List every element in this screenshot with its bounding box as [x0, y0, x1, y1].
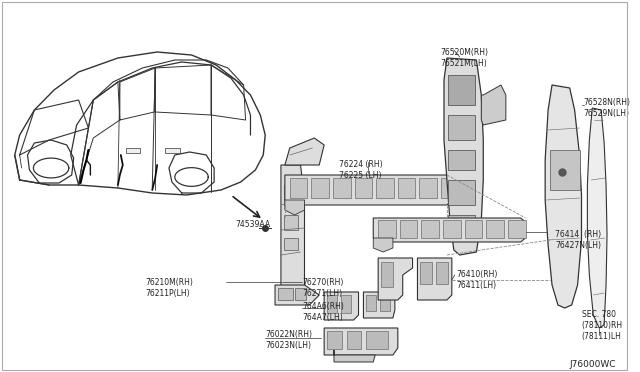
Bar	[400, 220, 417, 238]
Bar	[294, 288, 307, 300]
Bar	[378, 220, 396, 238]
Polygon shape	[588, 108, 607, 328]
Bar	[327, 295, 337, 313]
Bar	[376, 178, 394, 198]
Bar	[380, 295, 390, 311]
Bar	[284, 238, 298, 250]
Bar	[465, 220, 483, 238]
Bar	[448, 115, 476, 140]
Bar	[125, 148, 140, 153]
Bar	[448, 150, 476, 170]
Bar	[550, 150, 580, 190]
Bar	[448, 215, 476, 235]
Bar	[486, 220, 504, 238]
Bar	[290, 178, 307, 198]
Text: 76270(RH)
76271(LH): 76270(RH) 76271(LH)	[303, 278, 344, 298]
Bar	[398, 178, 415, 198]
Bar	[508, 220, 525, 238]
Text: 76414  (RH)
76427N(LH): 76414 (RH) 76427N(LH)	[555, 230, 601, 250]
Polygon shape	[285, 200, 305, 215]
Bar	[448, 180, 476, 205]
Bar	[366, 331, 388, 349]
Bar	[278, 288, 292, 300]
Bar	[421, 220, 439, 238]
Polygon shape	[364, 292, 395, 318]
Bar	[419, 178, 437, 198]
Bar	[327, 331, 342, 349]
Polygon shape	[373, 218, 525, 242]
Polygon shape	[545, 85, 582, 308]
Text: 76410(RH)
76411(LH): 76410(RH) 76411(LH)	[457, 270, 498, 290]
Polygon shape	[378, 258, 413, 300]
Text: SEC. 780
(78110)RH
(78111)LH: SEC. 780 (78110)RH (78111)LH	[582, 310, 623, 341]
Bar	[284, 185, 298, 205]
Text: 76224 (RH)
76225 (LH): 76224 (RH) 76225 (LH)	[339, 160, 383, 180]
Bar	[347, 331, 362, 349]
Text: 76210M(RH)
76211P(LH): 76210M(RH) 76211P(LH)	[145, 278, 193, 298]
Polygon shape	[481, 85, 506, 125]
Text: 76022N(RH)
76023N(LH): 76022N(RH) 76023N(LH)	[265, 330, 312, 350]
Bar	[355, 178, 372, 198]
Polygon shape	[444, 58, 483, 255]
Bar	[284, 215, 298, 230]
Text: 76520M(RH)
76521M(LH): 76520M(RH) 76521M(LH)	[440, 48, 488, 68]
Polygon shape	[281, 165, 305, 295]
Polygon shape	[334, 350, 375, 362]
Text: J76000WC: J76000WC	[570, 360, 616, 369]
Bar	[381, 262, 393, 287]
Polygon shape	[275, 285, 319, 305]
Bar	[333, 178, 351, 198]
Text: 74539AA: 74539AA	[236, 220, 271, 229]
Bar	[448, 75, 476, 105]
Polygon shape	[417, 258, 452, 300]
Bar	[436, 262, 448, 284]
Bar	[420, 262, 432, 284]
Polygon shape	[285, 138, 324, 165]
Bar	[443, 220, 461, 238]
Bar	[366, 295, 376, 311]
Text: 76528N(RH)
76529N(LH): 76528N(RH) 76529N(LH)	[584, 98, 630, 118]
Text: 764A6(RH)
764A7(LH): 764A6(RH) 764A7(LH)	[303, 302, 344, 322]
Polygon shape	[373, 238, 393, 252]
Bar	[341, 295, 351, 313]
Bar	[165, 148, 180, 153]
Polygon shape	[324, 292, 358, 320]
Polygon shape	[324, 328, 398, 355]
Polygon shape	[285, 175, 452, 205]
Bar	[441, 178, 459, 198]
Bar	[312, 178, 329, 198]
